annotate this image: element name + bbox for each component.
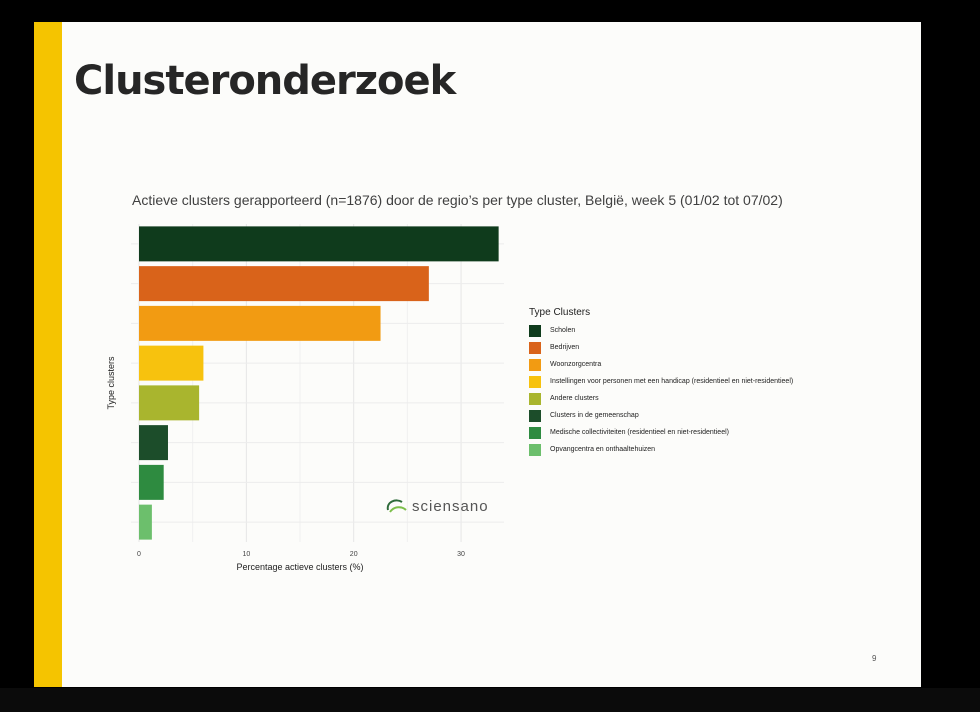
legend-item: Scholen xyxy=(529,322,793,339)
slide-title: Clusteronderzoek xyxy=(74,58,456,104)
x-tick-label: 20 xyxy=(350,551,358,558)
legend-swatch xyxy=(529,324,541,337)
legend-swatch xyxy=(529,392,541,405)
x-tick-label: 0 xyxy=(137,551,141,558)
legend-label: Scholen xyxy=(550,327,576,334)
legend-swatch xyxy=(529,375,541,388)
legend-swatch xyxy=(529,341,541,354)
player-bottom-strip xyxy=(0,688,980,712)
legend-label: Medische collectiviteiten (residentieel … xyxy=(550,429,729,436)
sciensano-logo-icon xyxy=(386,499,407,513)
x-tick-label: 30 xyxy=(457,551,465,558)
legend-item: Andere clusters xyxy=(529,390,793,407)
accent-bar xyxy=(34,22,62,687)
legend-item: Woonzorgcentra xyxy=(529,356,793,373)
legend-title: Type Clusters xyxy=(529,307,591,318)
slide: Clusteronderzoek Actieve clusters gerapp… xyxy=(34,22,921,687)
x-axis-title: Percentage actieve clusters (%) xyxy=(236,562,363,572)
bar-5 xyxy=(139,385,200,421)
legend-items: Scholen Bedrijven Woonzorgcentra Instelling… xyxy=(529,322,793,458)
bar-1 xyxy=(139,226,499,262)
legend-swatch xyxy=(529,409,541,422)
bar-4 xyxy=(139,345,204,381)
bar-2 xyxy=(139,266,429,302)
bar-3 xyxy=(139,305,381,341)
x-tick-label: 10 xyxy=(242,551,250,558)
legend-label: Opvangcentra en onthaaltehuizen xyxy=(550,446,656,453)
bar-chart: 0 10 20 30 Percentage actieve clusters (%) Ty… xyxy=(106,224,504,572)
legend-swatch xyxy=(529,426,541,439)
legend-item: Opvangcentra en onthaaltehuizen xyxy=(529,441,793,458)
legend-item: Bedrijven xyxy=(529,339,793,356)
bar-7 xyxy=(139,464,164,500)
bar-6 xyxy=(139,425,168,461)
sciensano-logo: sciensano xyxy=(384,496,489,516)
y-axis-title: Type clusters xyxy=(106,356,116,410)
legend-label: Woonzorgcentra xyxy=(550,361,602,368)
legend-item: Clusters in de gemeenschap xyxy=(529,407,793,424)
legend-swatch xyxy=(529,443,541,456)
legend-item: Medische collectiviteiten (residentieel … xyxy=(529,424,793,441)
legend-item: Instellingen voor personen met een handi… xyxy=(529,373,793,390)
chart-title: Actieve clusters gerapporteerd (n=1876) … xyxy=(132,192,783,208)
page-number: 9 xyxy=(872,654,877,663)
logo-text: sciensano xyxy=(412,497,489,515)
legend-swatch xyxy=(529,358,541,371)
bar-8 xyxy=(139,504,152,540)
legend-label: Instellingen voor personen met een handi… xyxy=(550,378,794,385)
legend-label: Clusters in de gemeenschap xyxy=(550,412,639,419)
legend-label: Andere clusters xyxy=(550,395,599,402)
chart-legend: Type Clusters Scholen Bedrijven Woonzorgce… xyxy=(529,307,793,458)
legend-label: Bedrijven xyxy=(550,344,580,351)
